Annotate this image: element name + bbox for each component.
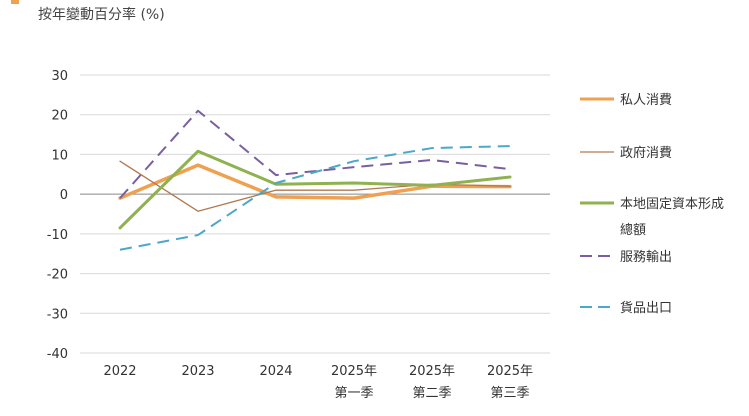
x-tick-label: 第二季 xyxy=(412,386,451,401)
series-lines xyxy=(118,109,512,251)
y-tick-label: 30 xyxy=(51,69,68,84)
y-tick-label: 0 xyxy=(60,188,68,203)
x-tick-label: 2025年 xyxy=(331,364,377,379)
y-tick-label: 20 xyxy=(51,109,68,124)
legend-label: 私人消費 xyxy=(620,93,672,108)
x-tick-label: 2024 xyxy=(259,364,292,379)
legend-label: 總額 xyxy=(620,222,646,238)
legend-label: 本地固定資本形成 xyxy=(620,197,724,212)
series-line-0 xyxy=(118,163,512,200)
title-marker xyxy=(11,0,19,4)
legend-label: 貨品出口 xyxy=(620,300,672,316)
x-tick-label: 2023 xyxy=(181,364,214,379)
gridlines xyxy=(80,74,550,354)
series-line-2 xyxy=(118,149,512,230)
y-tick-label: 10 xyxy=(51,148,68,163)
legend-label: 服務輸出 xyxy=(620,250,672,265)
x-tick-label: 2025年 xyxy=(487,364,533,379)
series-line-4 xyxy=(119,145,511,251)
x-tick-label: 第三季 xyxy=(490,386,529,401)
x-tick-label: 2025年 xyxy=(409,364,455,379)
legend-label: 政府消費 xyxy=(620,146,672,161)
y-tick-label: -30 xyxy=(47,307,68,322)
y-axis-ticks: 30 20 10 0 -10 -20 -30 -40 xyxy=(47,69,68,362)
x-tick-label: 2022 xyxy=(103,364,136,379)
y-tick-label: -20 xyxy=(47,268,68,283)
y-tick-label: -40 xyxy=(47,347,68,362)
x-tick-label: 第一季 xyxy=(334,386,373,401)
y-tick-label: -10 xyxy=(47,228,68,243)
chart-subtitle: 按年變動百分率 (%) xyxy=(38,7,165,23)
